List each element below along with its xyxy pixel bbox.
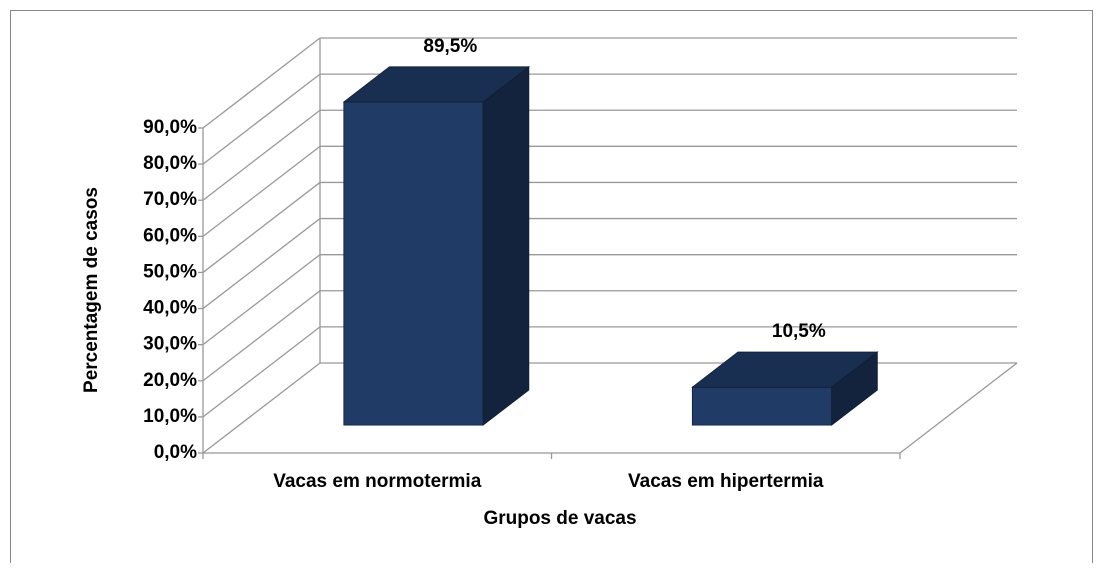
y-tick-label: 90,0% [143,117,197,138]
y-tick-label: 0,0% [154,442,197,463]
bar-side [482,65,530,426]
grid-line [202,218,321,310]
x-axis-label: Grupos de vacas [483,508,636,529]
grid-line [202,254,321,346]
y-tick-label: 80,0% [143,153,197,174]
y-tick-label: 70,0% [143,189,197,210]
chart-border [10,10,1093,568]
y-tick-label: 10,0% [143,406,197,427]
y-tick-label: 40,0% [143,298,197,319]
grid-line [202,362,321,454]
y-tick-label: 20,0% [143,370,197,391]
bar [691,351,879,426]
y-tick-label: 50,0% [143,261,197,282]
grid-line [202,109,321,201]
x-tick-label: Vacas em hipertermia [628,471,824,492]
grid-line [202,145,321,237]
value-label: 10,5% [772,321,826,342]
bar-front [343,101,484,426]
grid-line [202,290,321,382]
floor-edge [899,362,1018,454]
value-label: 89,5% [423,36,477,57]
grid-line [202,181,321,273]
y-tick-label: 30,0% [143,334,197,355]
grid-line [202,73,321,165]
bar-side [831,351,878,426]
grid-line [202,37,321,129]
bar [342,65,531,426]
y-axis-label: Percentagem de casos [81,187,102,393]
x-tick-label: Vacas em normotermia [273,471,481,492]
y-tick-label: 60,0% [143,225,197,246]
bar-front [691,386,833,426]
grid-line [202,326,321,418]
